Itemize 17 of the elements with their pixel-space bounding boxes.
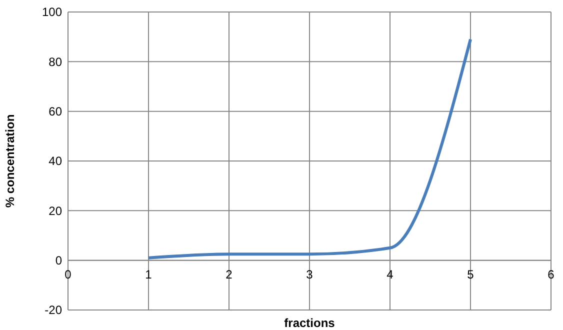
y-tick-label: 80 [48, 54, 62, 69]
y-tick-label: 100 [42, 5, 62, 20]
x-axis-title: fractions [284, 316, 336, 330]
y-axis-title: % concentration [3, 114, 17, 208]
y-tick-label: 60 [48, 104, 62, 119]
x-tick-label: 5 [467, 267, 474, 282]
x-tick-label: 6 [548, 267, 555, 282]
x-tick-label: 2 [226, 267, 233, 282]
x-tick-label: 1 [145, 267, 152, 282]
line-series [147, 38, 472, 260]
x-tick-label: 3 [306, 267, 314, 282]
x-tick-label: 0 [64, 267, 72, 282]
y-tick-label: -20 [44, 303, 62, 318]
y-tick-label: 20 [48, 204, 62, 218]
y-tick-label: 0 [55, 254, 62, 268]
y-tick-label: 40 [48, 154, 62, 168]
x-tick-label: 4 [386, 267, 394, 282]
